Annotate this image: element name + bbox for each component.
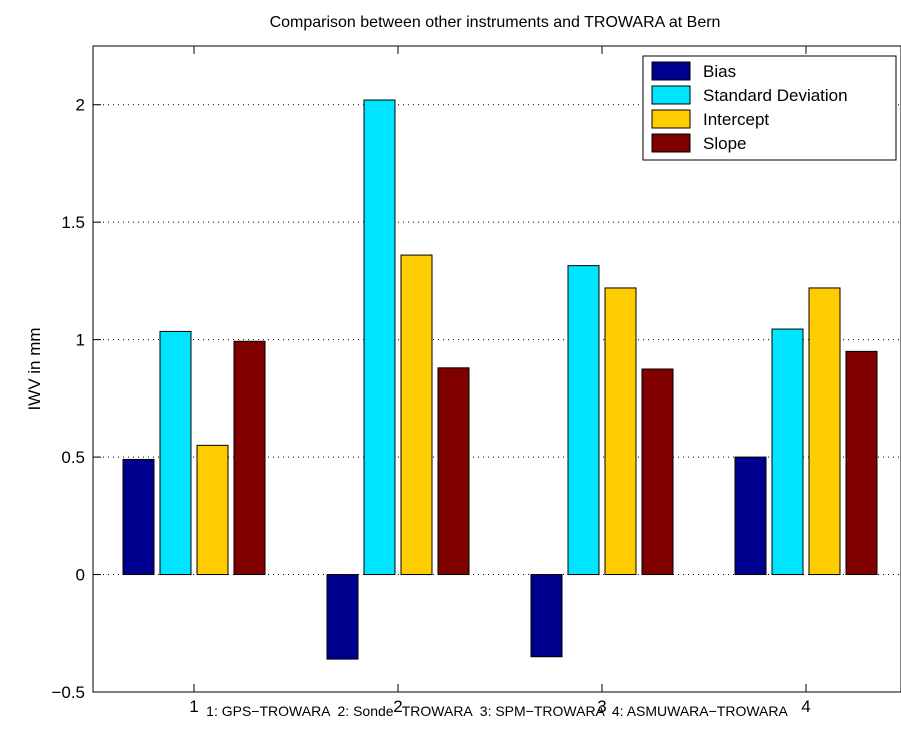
y-tick-label: 2 [76,96,85,115]
legend-label: Slope [703,134,746,153]
x-tick-label: 3 [597,697,606,716]
x-tick-label: 4 [801,697,810,716]
bar-bias [530,574,563,658]
bar-slope [845,350,878,576]
bar-standard-deviation [363,99,396,576]
bar-intercept [196,444,229,576]
bar-bias [734,456,767,576]
bar-intercept [808,287,841,576]
axes-frame [92,45,901,693]
bar-standard-deviation [567,265,600,576]
legend-label: Standard Deviation [703,86,848,105]
y-tick-label: −0.5 [51,683,85,702]
y-tick-label: 0.5 [61,448,85,467]
legend-swatch [651,133,691,153]
legend-swatch [651,109,691,129]
x-tick-label: 2 [393,697,402,716]
legend-items: Bias Standard Deviation Intercept Slope [651,61,848,153]
ticks: −0.5 0 0.5 1 1.5 2 1 2 3 4 [51,46,811,716]
legend-label: Bias [703,62,736,81]
bar-bias [122,458,155,576]
bar-intercept [604,287,637,576]
bar-intercept [400,254,433,576]
bar-bias [326,574,359,660]
y-tick-label: 0 [76,566,85,585]
bar-standard-deviation [159,330,192,576]
bar-slope [641,368,674,576]
legend-swatch [651,61,691,81]
bar-slope [437,367,470,576]
x-tick-label: 1 [189,697,198,716]
bars [122,99,878,660]
y-axis-label: IWV in mm [25,327,44,410]
y-tick-label: 1.5 [61,213,85,232]
legend-swatch [651,85,691,105]
legend-label: Intercept [703,110,769,129]
x-axis-caption: 1: GPS−TROWARA 2: Sonde−TROWARA 3: SPM−T… [206,703,788,719]
y-tick-label: 1 [76,331,85,350]
legend: Bias Standard Deviation Intercept Slope [642,55,897,161]
chart-title: Comparison between other instruments and… [270,14,721,31]
bar-slope [233,340,266,576]
bar-standard-deviation [771,328,804,576]
